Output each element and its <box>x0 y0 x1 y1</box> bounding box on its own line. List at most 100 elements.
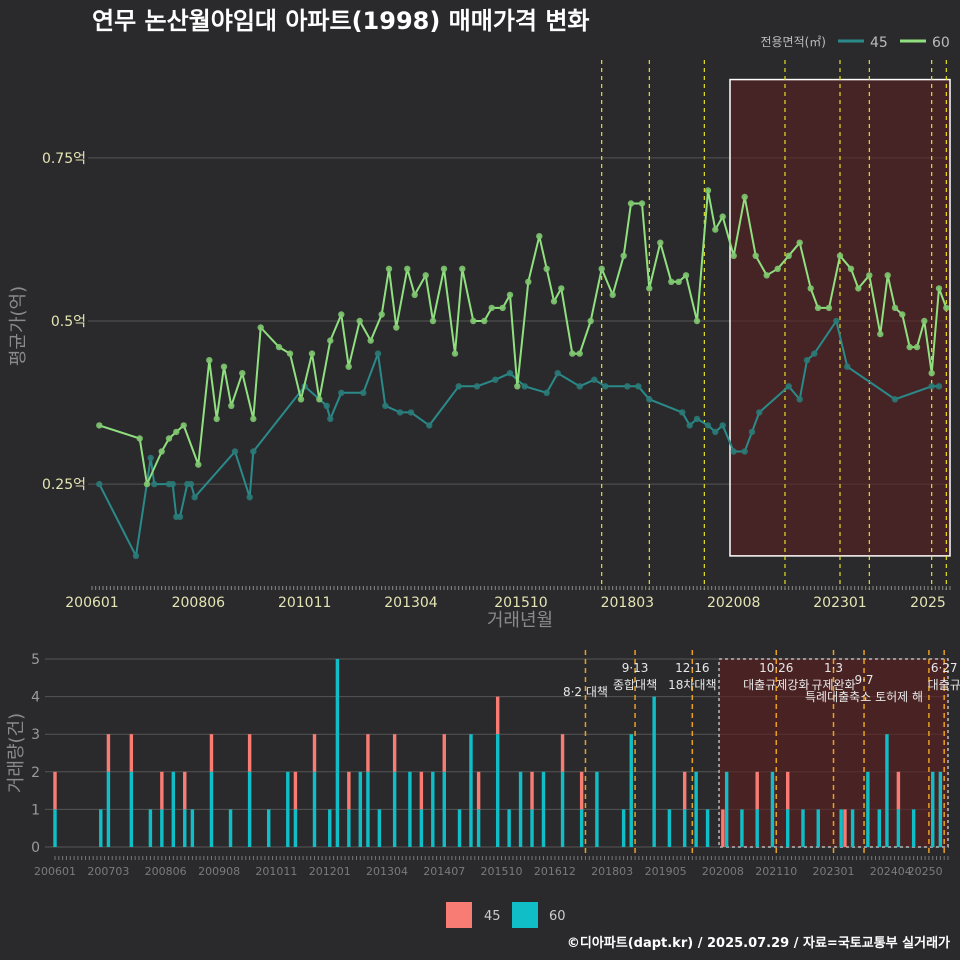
series-60-point <box>627 200 635 207</box>
series-45-point <box>748 428 756 436</box>
series-45-point <box>844 363 851 370</box>
bar-45 <box>896 771 901 810</box>
series-60-point <box>543 265 550 272</box>
series-45-point <box>712 428 719 436</box>
price-legend: 전용면적(㎡) 45 60 <box>760 35 949 51</box>
bar-45 <box>106 734 111 772</box>
bar-45 <box>347 771 351 810</box>
bottom-legend-45-label: 45 <box>484 909 501 924</box>
policy-annotation: 6·27 <box>931 661 958 675</box>
bar-60 <box>476 809 481 847</box>
y-tick-label: 0.5억 <box>51 314 86 330</box>
bar-45 <box>129 734 134 772</box>
bar-60 <box>408 771 412 847</box>
volume-x-tick-label: 200806 <box>145 865 187 878</box>
series-60 <box>96 187 950 488</box>
bar-45 <box>247 734 252 772</box>
bar-45 <box>476 771 481 810</box>
series-60-point <box>906 343 913 351</box>
bar-45 <box>786 771 790 810</box>
bar-60 <box>129 771 134 847</box>
series-45-point <box>521 383 528 390</box>
policy-annotation: 종합대책 <box>613 677 657 692</box>
policy-annotation: 규제완화 <box>811 678 855 692</box>
legend-45-label: 45 <box>870 35 888 51</box>
volume-x-tick-label: 201011 <box>255 865 297 878</box>
series-45-point <box>374 350 382 357</box>
series-60-point <box>345 363 352 370</box>
series-45-point <box>591 376 598 383</box>
series-45-point <box>704 422 712 429</box>
series-60-point <box>693 317 701 325</box>
series-60-point <box>704 187 712 194</box>
series-60-point <box>899 311 906 318</box>
series-45-point <box>327 415 334 423</box>
y-tick-label: 0.25억 <box>42 477 86 493</box>
series-60-point <box>429 317 437 325</box>
series-60-point <box>506 291 514 299</box>
series-45-point <box>554 370 561 377</box>
legend-title: 전용면적(㎡) <box>760 35 826 49</box>
series-60-point <box>411 291 418 299</box>
series-60-point <box>866 272 873 279</box>
series-60-point <box>814 304 822 312</box>
policy-annotation: 12·16 <box>675 661 709 675</box>
bar-45 <box>579 771 584 810</box>
series-60-point <box>275 343 283 351</box>
series-60-point <box>385 265 393 272</box>
series-60-point <box>943 304 950 312</box>
series-60-point <box>877 330 884 338</box>
series-60-point <box>257 324 264 331</box>
series-45-point <box>693 415 701 423</box>
series-60-point <box>796 239 803 246</box>
series-60-point <box>378 311 385 318</box>
volume-y-tick-label: 4 <box>31 690 40 706</box>
series-45-point <box>756 409 763 416</box>
bar-60 <box>190 809 195 847</box>
series-45-point <box>382 402 389 409</box>
series-60-point <box>250 415 257 423</box>
bar-60 <box>629 734 633 847</box>
bar-45 <box>293 771 298 810</box>
bar-60 <box>896 809 901 847</box>
bar-45 <box>312 734 317 772</box>
series-45-point <box>935 383 943 390</box>
bar-45 <box>530 771 534 810</box>
volume-y-ticks: 0 1 2 3 4 5 <box>31 652 40 856</box>
volume-x-tick-label: 201510 <box>481 865 523 878</box>
volume-x-tick-label: 202008 <box>702 865 744 878</box>
series-60-point <box>576 350 583 357</box>
series-60-point <box>206 357 213 364</box>
series-60-point <box>847 265 855 272</box>
bar-60 <box>266 809 271 847</box>
x-tick-label: 201803 <box>601 595 654 611</box>
series-60-point <box>712 226 719 233</box>
bar-60 <box>228 809 233 847</box>
series-60-point <box>525 278 532 285</box>
series-60-point <box>459 265 466 272</box>
series-45-point <box>576 383 583 390</box>
volume-chart: 8·2 대책 9·13 종합대책 12·16 18차대책 10·26 대출규제강화 1·3 규제… <box>6 650 960 878</box>
bar-60 <box>560 771 565 847</box>
volume-x-tick-label: 201803 <box>591 865 633 878</box>
series-45-point <box>191 494 198 501</box>
bar-45 <box>53 771 57 810</box>
series-60-point <box>367 337 374 344</box>
series-60-point <box>891 304 899 312</box>
series-45-point <box>741 448 748 455</box>
series-60-point <box>393 324 400 331</box>
series-60-point <box>180 422 187 429</box>
series-60-point <box>719 213 726 220</box>
series-45-point <box>231 448 239 455</box>
volume-x-tick-label: 201612 <box>534 865 576 878</box>
bar-60 <box>579 809 584 847</box>
series-45-point <box>187 480 195 488</box>
bar-60 <box>286 771 290 847</box>
bar-60 <box>866 771 870 847</box>
series-60-point <box>239 370 246 377</box>
bar-60 <box>419 809 424 847</box>
volume-x-ticks: 200601 200703 200806 200908 201011 201201 2013… <box>34 856 949 878</box>
policy-annotation: 대출규제강화 <box>743 678 809 692</box>
volume-y-tick-label: 1 <box>31 802 40 818</box>
x-tick-label: 202008 <box>707 595 760 611</box>
